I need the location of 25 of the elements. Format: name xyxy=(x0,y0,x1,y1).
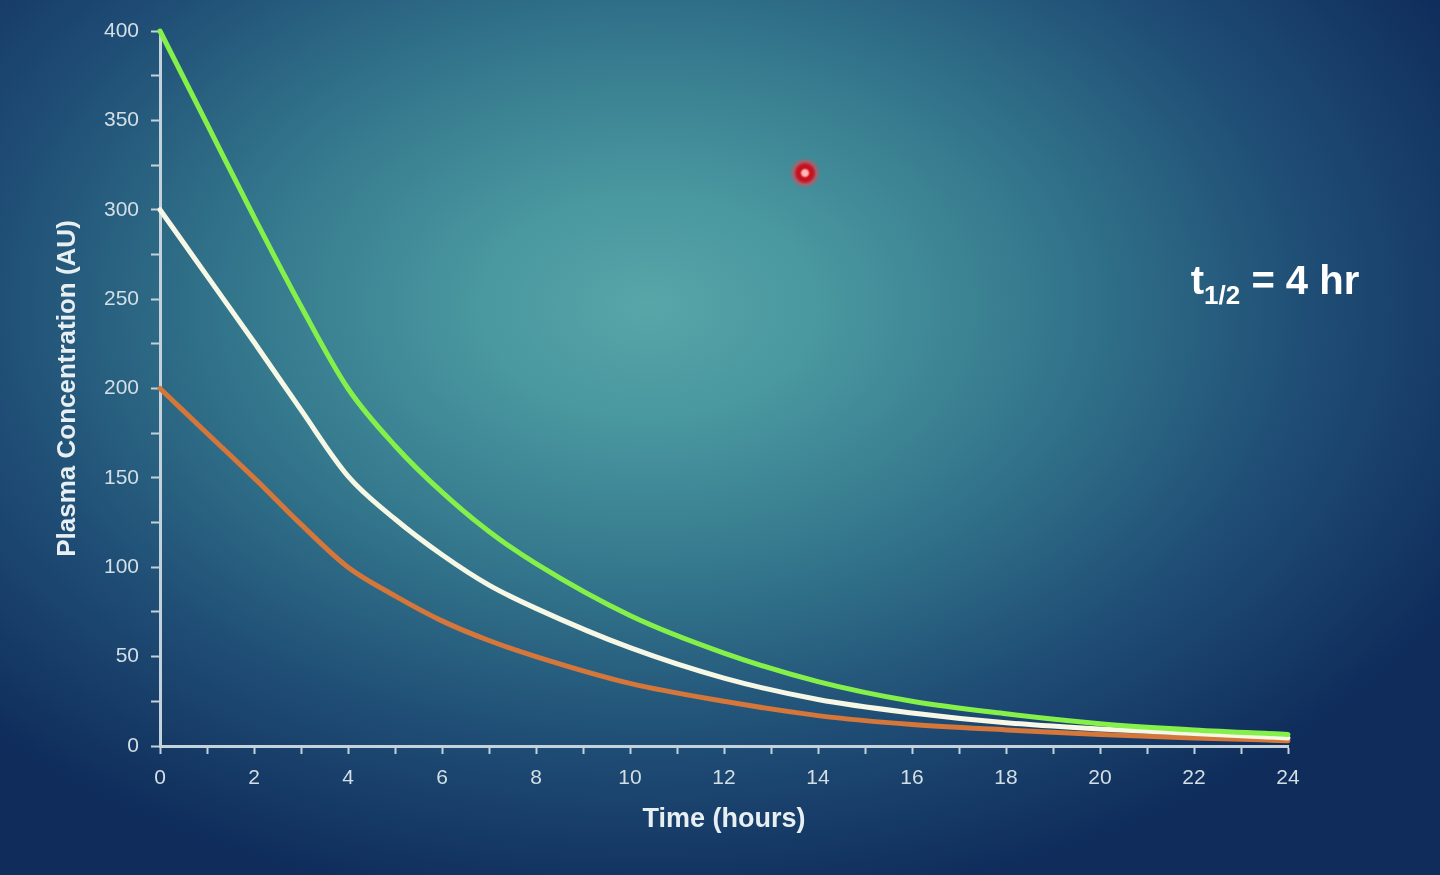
x-tick-label: 24 xyxy=(1276,765,1300,789)
x-axis-title: Time (hours) xyxy=(642,803,806,834)
annotation: t$_{1/2}$ = 4 hr xyxy=(1189,258,1361,311)
x-tick-label: 4 xyxy=(342,765,355,789)
y-tick-label: 250 xyxy=(103,285,139,309)
y-tick-label: 100 xyxy=(103,554,139,578)
y-tick-label: 350 xyxy=(103,107,139,131)
y-tick-label: 0 xyxy=(127,732,139,756)
x-tick-label: 6 xyxy=(436,765,448,789)
x-tick-label: 18 xyxy=(994,765,1018,789)
x-tick-label: 16 xyxy=(900,765,924,789)
x-tick-label: 12 xyxy=(712,765,736,789)
y-tick-label: 400 xyxy=(103,17,139,41)
x-tick-label: 2 xyxy=(248,765,260,789)
y-axis-title: Plasma Concentration (AU) xyxy=(50,220,81,557)
y-tick-label: 150 xyxy=(103,464,139,488)
x-tick-label: 0 xyxy=(154,765,166,789)
x-tick-label: 22 xyxy=(1182,765,1206,789)
x-tick-label: 10 xyxy=(618,765,642,789)
y-tick-label: 50 xyxy=(115,643,139,667)
x-tick-label: 8 xyxy=(530,765,542,789)
y-tick-label: 200 xyxy=(103,375,139,399)
x-tick-label: 14 xyxy=(806,765,830,789)
y-tick-label: 300 xyxy=(103,196,139,220)
x-tick-label: 20 xyxy=(1088,765,1112,789)
